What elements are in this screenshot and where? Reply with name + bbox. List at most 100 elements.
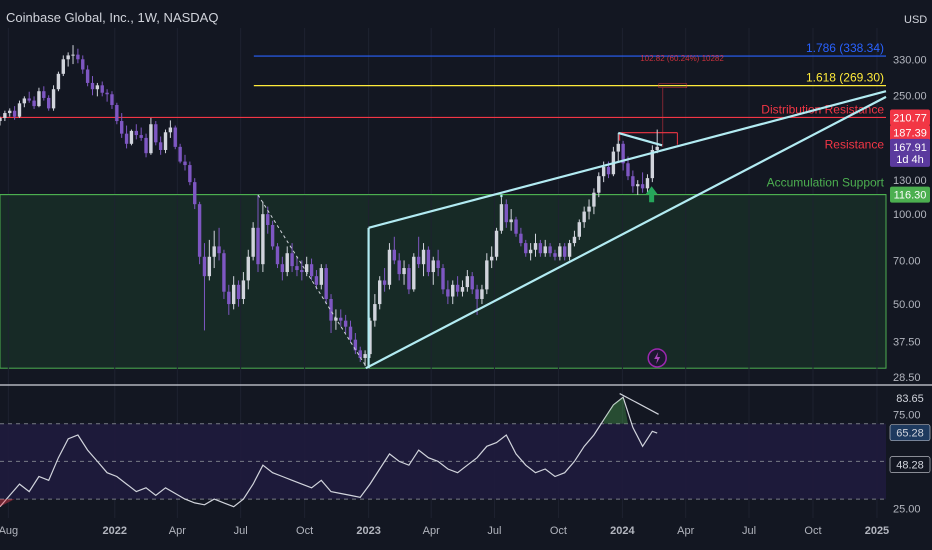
candle-body xyxy=(280,264,285,273)
candle-body xyxy=(567,243,572,257)
candle-body xyxy=(236,284,241,299)
price-badge xyxy=(890,109,930,126)
candle-body xyxy=(309,264,314,277)
candle-body xyxy=(110,94,114,105)
candle-body xyxy=(222,253,226,292)
candle-body xyxy=(275,246,280,265)
price-badge-value: 210.77 xyxy=(893,112,927,124)
candle-body xyxy=(348,326,353,340)
candle-body xyxy=(207,256,212,277)
osc-badge xyxy=(890,389,930,406)
candle-body xyxy=(465,276,470,288)
y-tick-label: 28.50 xyxy=(893,372,921,384)
candle-body xyxy=(46,97,51,109)
candle-body xyxy=(154,124,158,143)
y-tick-label: 50.00 xyxy=(893,299,921,311)
price-badge-value: 167.91 xyxy=(893,142,927,154)
candle-body xyxy=(51,89,56,109)
candle-body xyxy=(285,253,289,273)
channel-upper-touch xyxy=(617,131,663,147)
candle-body xyxy=(451,284,455,297)
candle-body xyxy=(212,246,216,257)
candle-body xyxy=(266,214,270,225)
candle-body xyxy=(548,246,552,254)
candle-body xyxy=(193,182,197,205)
lightning-icon xyxy=(654,351,661,364)
candle-body xyxy=(645,178,650,189)
candle-body xyxy=(382,280,387,285)
candle-body xyxy=(85,69,90,83)
candle-body xyxy=(626,163,630,177)
candle-body xyxy=(231,284,236,305)
y-tick-label: 330.00 xyxy=(893,54,927,66)
level-label-accumulation-support: Accumulation Support xyxy=(767,176,885,190)
candle-body xyxy=(373,304,377,321)
candle-body xyxy=(343,320,348,327)
candle-body xyxy=(485,260,489,290)
candle-body xyxy=(387,249,392,285)
candle-body xyxy=(436,260,440,269)
oscillator-oversold-fill xyxy=(0,499,15,507)
x-tick-label: Jul xyxy=(234,525,248,537)
x-tick-label: Apr xyxy=(169,525,186,537)
candle-body xyxy=(655,146,659,150)
candle-body xyxy=(241,280,246,299)
y-tick-label: 37.50 xyxy=(893,336,921,348)
candle-body xyxy=(504,204,508,223)
x-tick-label: Oct xyxy=(804,525,821,537)
x-tick-label: Jul xyxy=(742,525,756,537)
candle-body xyxy=(460,287,465,292)
candle-body xyxy=(173,127,177,147)
candle-body xyxy=(76,54,80,60)
candle-body xyxy=(577,222,582,237)
candle-body xyxy=(227,291,231,305)
fib-label-fib-1786: 1.786 (338.34) xyxy=(806,41,884,55)
x-tick-label: Oct xyxy=(296,525,313,537)
candles-layer xyxy=(0,45,659,367)
up-arrow-icon xyxy=(645,186,658,203)
candle-body xyxy=(446,289,450,297)
candle-body xyxy=(499,204,504,231)
candle-body xyxy=(188,165,192,183)
candle-body xyxy=(300,270,304,273)
candle-body xyxy=(42,91,46,98)
decline-dashed-line xyxy=(257,194,367,367)
candle-body xyxy=(246,256,250,281)
price-badge xyxy=(890,186,930,203)
candle-body xyxy=(524,243,528,254)
candle-body xyxy=(17,103,22,117)
chart-title: Coinbase Global, Inc., 1W, NASDAQ xyxy=(6,10,219,25)
measure-box xyxy=(658,83,688,88)
oscillator-line xyxy=(0,396,658,508)
candle-body xyxy=(636,184,640,187)
candle-body xyxy=(431,260,435,273)
y-tick-label: 130.00 xyxy=(893,175,927,187)
candle-body xyxy=(295,266,299,271)
candle-body xyxy=(8,110,12,114)
candle-body xyxy=(168,127,173,133)
x-tick-label: 2023 xyxy=(356,525,380,537)
candle-body xyxy=(22,98,27,104)
candle-body xyxy=(363,354,367,358)
candle-body xyxy=(270,224,275,247)
candle-body xyxy=(509,219,513,223)
currency-label[interactable]: USD xyxy=(904,14,928,26)
candle-body xyxy=(81,59,85,70)
candle-body xyxy=(124,133,129,144)
oscillator-overbought-fill xyxy=(603,397,628,424)
price-badge xyxy=(890,124,930,141)
candle-body xyxy=(412,256,416,290)
candle-body xyxy=(134,130,139,136)
x-tick-label: 2025 xyxy=(865,525,889,537)
x-tick-label: 2022 xyxy=(103,525,127,537)
y-tick-label: 100.00 xyxy=(893,209,927,221)
candle-body xyxy=(407,268,411,290)
candle-body xyxy=(538,243,543,254)
candle-body xyxy=(56,73,61,90)
osc-badge-value: 65.28 xyxy=(896,428,924,440)
candle-body xyxy=(514,219,518,234)
price-badge-value: 187.39 xyxy=(893,128,927,140)
candle-body xyxy=(553,253,557,257)
